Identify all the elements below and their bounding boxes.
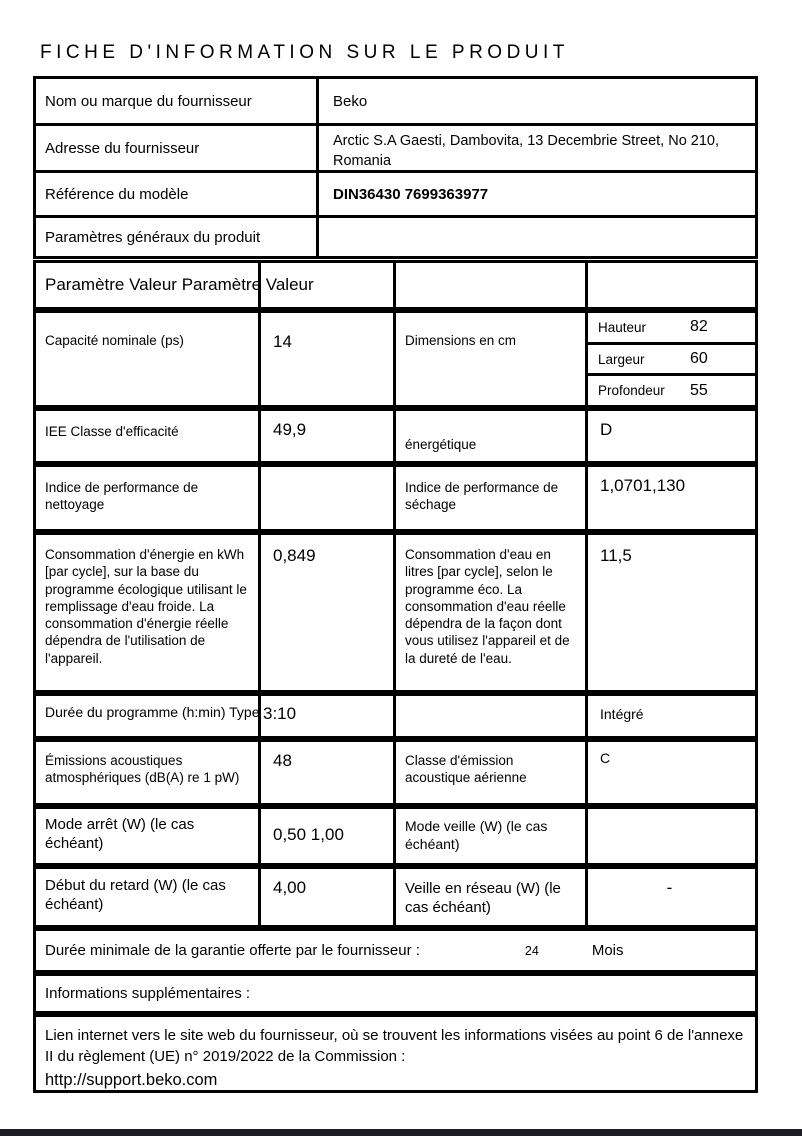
page-title: FICHE D'INFORMATION SUR LE PRODUIT [40, 42, 569, 63]
acoustic-emissions-row: Émissions acoustiques atmosphériques (dB… [33, 739, 758, 806]
drying-index-label: Indice de performance de séchage [393, 467, 585, 529]
depth-label: Profondeur [598, 383, 665, 399]
product-table: Nom ou marque du fournisseur Beko Adress… [33, 76, 758, 1093]
networked-standby-value: - [585, 869, 755, 925]
empty-cell [393, 696, 585, 736]
standby-mode-label: Mode veille (W) (le cas échéant) [393, 809, 585, 863]
link-description: Lien internet vers le site web du fourni… [45, 1027, 744, 1065]
height-label: Hauteur [598, 319, 647, 335]
supplier-name-label: Nom ou marque du fournisseur [45, 92, 252, 110]
efficiency-class-label: IEE Classe d'efficacité [45, 424, 179, 439]
model-reference-label: Référence du modèle [45, 185, 189, 203]
width-value: 60 [690, 350, 708, 367]
drying-index-value: 1,0701,130 [585, 467, 755, 529]
built-in-value: Intégré [585, 696, 755, 736]
delay-start-label: Début du retard (W) (le cas échéant) [45, 876, 226, 913]
networked-standby-label: Veille en réseau (W) (le cas échéant) [393, 869, 585, 925]
acoustic-emissions-value: 48 [258, 742, 393, 803]
warranty-value: 24 [524, 943, 539, 958]
supplier-name-value: Beko [316, 79, 755, 123]
general-parameters-value [316, 218, 755, 257]
model-reference-value: DIN36430 7699363977 [316, 173, 755, 215]
delay-start-value: 4,00 [258, 869, 393, 925]
parameters-header-row: Paramètre Valeur Paramètre Valeur [33, 260, 758, 310]
efficiency-index-value: 49,9 [258, 411, 393, 461]
table-row: Adresse du fournisseur Arctic S.A Gaesti… [36, 123, 755, 172]
capacity-label: Capacité nominale (ps) [45, 333, 184, 348]
additional-info-label: Informations supplémentaires : [45, 985, 251, 1002]
warranty-label: Durée minimale de la garantie offerte pa… [45, 942, 420, 959]
water-consumption-value: 11,5 [585, 535, 755, 690]
footer-bar [0, 1129, 802, 1136]
program-duration-label: Durée du programme (h:min) Type [45, 704, 260, 720]
supplier-address-label: Adresse du fournisseur [45, 140, 200, 158]
supplier-website-url: http://support.beko.com [45, 1071, 218, 1089]
cleaning-index-label: Indice de performance de nettoyage [45, 480, 199, 513]
table-row: Paramètres généraux du produit [36, 215, 755, 257]
dimension-row: Hauteur 82 [588, 313, 755, 342]
parameters-header-label: Paramètre Valeur Paramètre Valeur [45, 275, 314, 294]
capacity-value: 14 [258, 313, 393, 405]
header-cell-empty [585, 263, 755, 307]
energy-efficiency-row: IEE Classe d'efficacité 49,9 énergétique… [33, 408, 758, 464]
warranty-row: Durée minimale de la garantie offerte pa… [33, 928, 758, 973]
off-mode-value: 0,50 1,00 [258, 809, 393, 863]
dimensions-subtable: Hauteur 82 Largeur 60 Profondeur 55 [585, 313, 755, 405]
table-row: Référence du modèle DIN36430 7699363977 [36, 170, 755, 215]
header-cell-empty [393, 263, 585, 307]
supplier-info-table: Nom ou marque du fournisseur Beko Adress… [33, 76, 758, 259]
dimension-row: Largeur 60 [588, 341, 755, 374]
header-cell-empty [258, 263, 393, 307]
cleaning-index-value [258, 467, 393, 529]
acoustic-class-value: C [585, 742, 755, 803]
energy-class-value: D [585, 411, 755, 461]
energy-class-label: énergétique [393, 411, 585, 461]
performance-index-row: Indice de performance de nettoyage Indic… [33, 464, 758, 532]
energy-consumption-label: Consommation d'énergie en kWh [par cycle… [45, 547, 247, 666]
additional-info-row: Informations supplémentaires : [33, 973, 758, 1014]
depth-value: 55 [690, 381, 708, 399]
supplier-address-value: Arctic S.A Gaesti, Dambovita, 13 Decembr… [316, 126, 755, 172]
off-mode-label: Mode arrêt (W) (le cas échéant) [45, 815, 195, 852]
dimension-row: Profondeur 55 [588, 373, 755, 405]
width-label: Largeur [598, 351, 645, 367]
program-duration-row: Durée du programme (h:min) Type 3:10 Int… [33, 693, 758, 739]
acoustic-emissions-label: Émissions acoustiques atmosphériques (dB… [45, 753, 240, 786]
link-row: Lien internet vers le site web du fourni… [33, 1014, 758, 1093]
acoustic-class-label: Classe d'émission acoustique aérienne [393, 742, 585, 803]
program-duration-value: 3:10 [258, 696, 393, 736]
delay-start-row: Début du retard (W) (le cas échéant) 4,0… [33, 866, 758, 928]
dimensions-label: Dimensions en cm [393, 313, 585, 405]
capacity-row: Capacité nominale (ps) 14 Dimensions en … [33, 310, 758, 408]
general-parameters-label: Paramètres généraux du produit [45, 229, 261, 246]
height-value: 82 [690, 318, 708, 336]
off-mode-row: Mode arrêt (W) (le cas échéant) 0,50 1,0… [33, 806, 758, 866]
standby-mode-value [585, 809, 755, 863]
warranty-unit: Mois [591, 942, 624, 959]
water-consumption-label: Consommation d'eau en litres [par cycle]… [393, 535, 585, 690]
table-row: Nom ou marque du fournisseur Beko [36, 79, 755, 123]
energy-consumption-value: 0,849 [258, 535, 393, 690]
consumption-row: Consommation d'énergie en kWh [par cycle… [33, 532, 758, 693]
